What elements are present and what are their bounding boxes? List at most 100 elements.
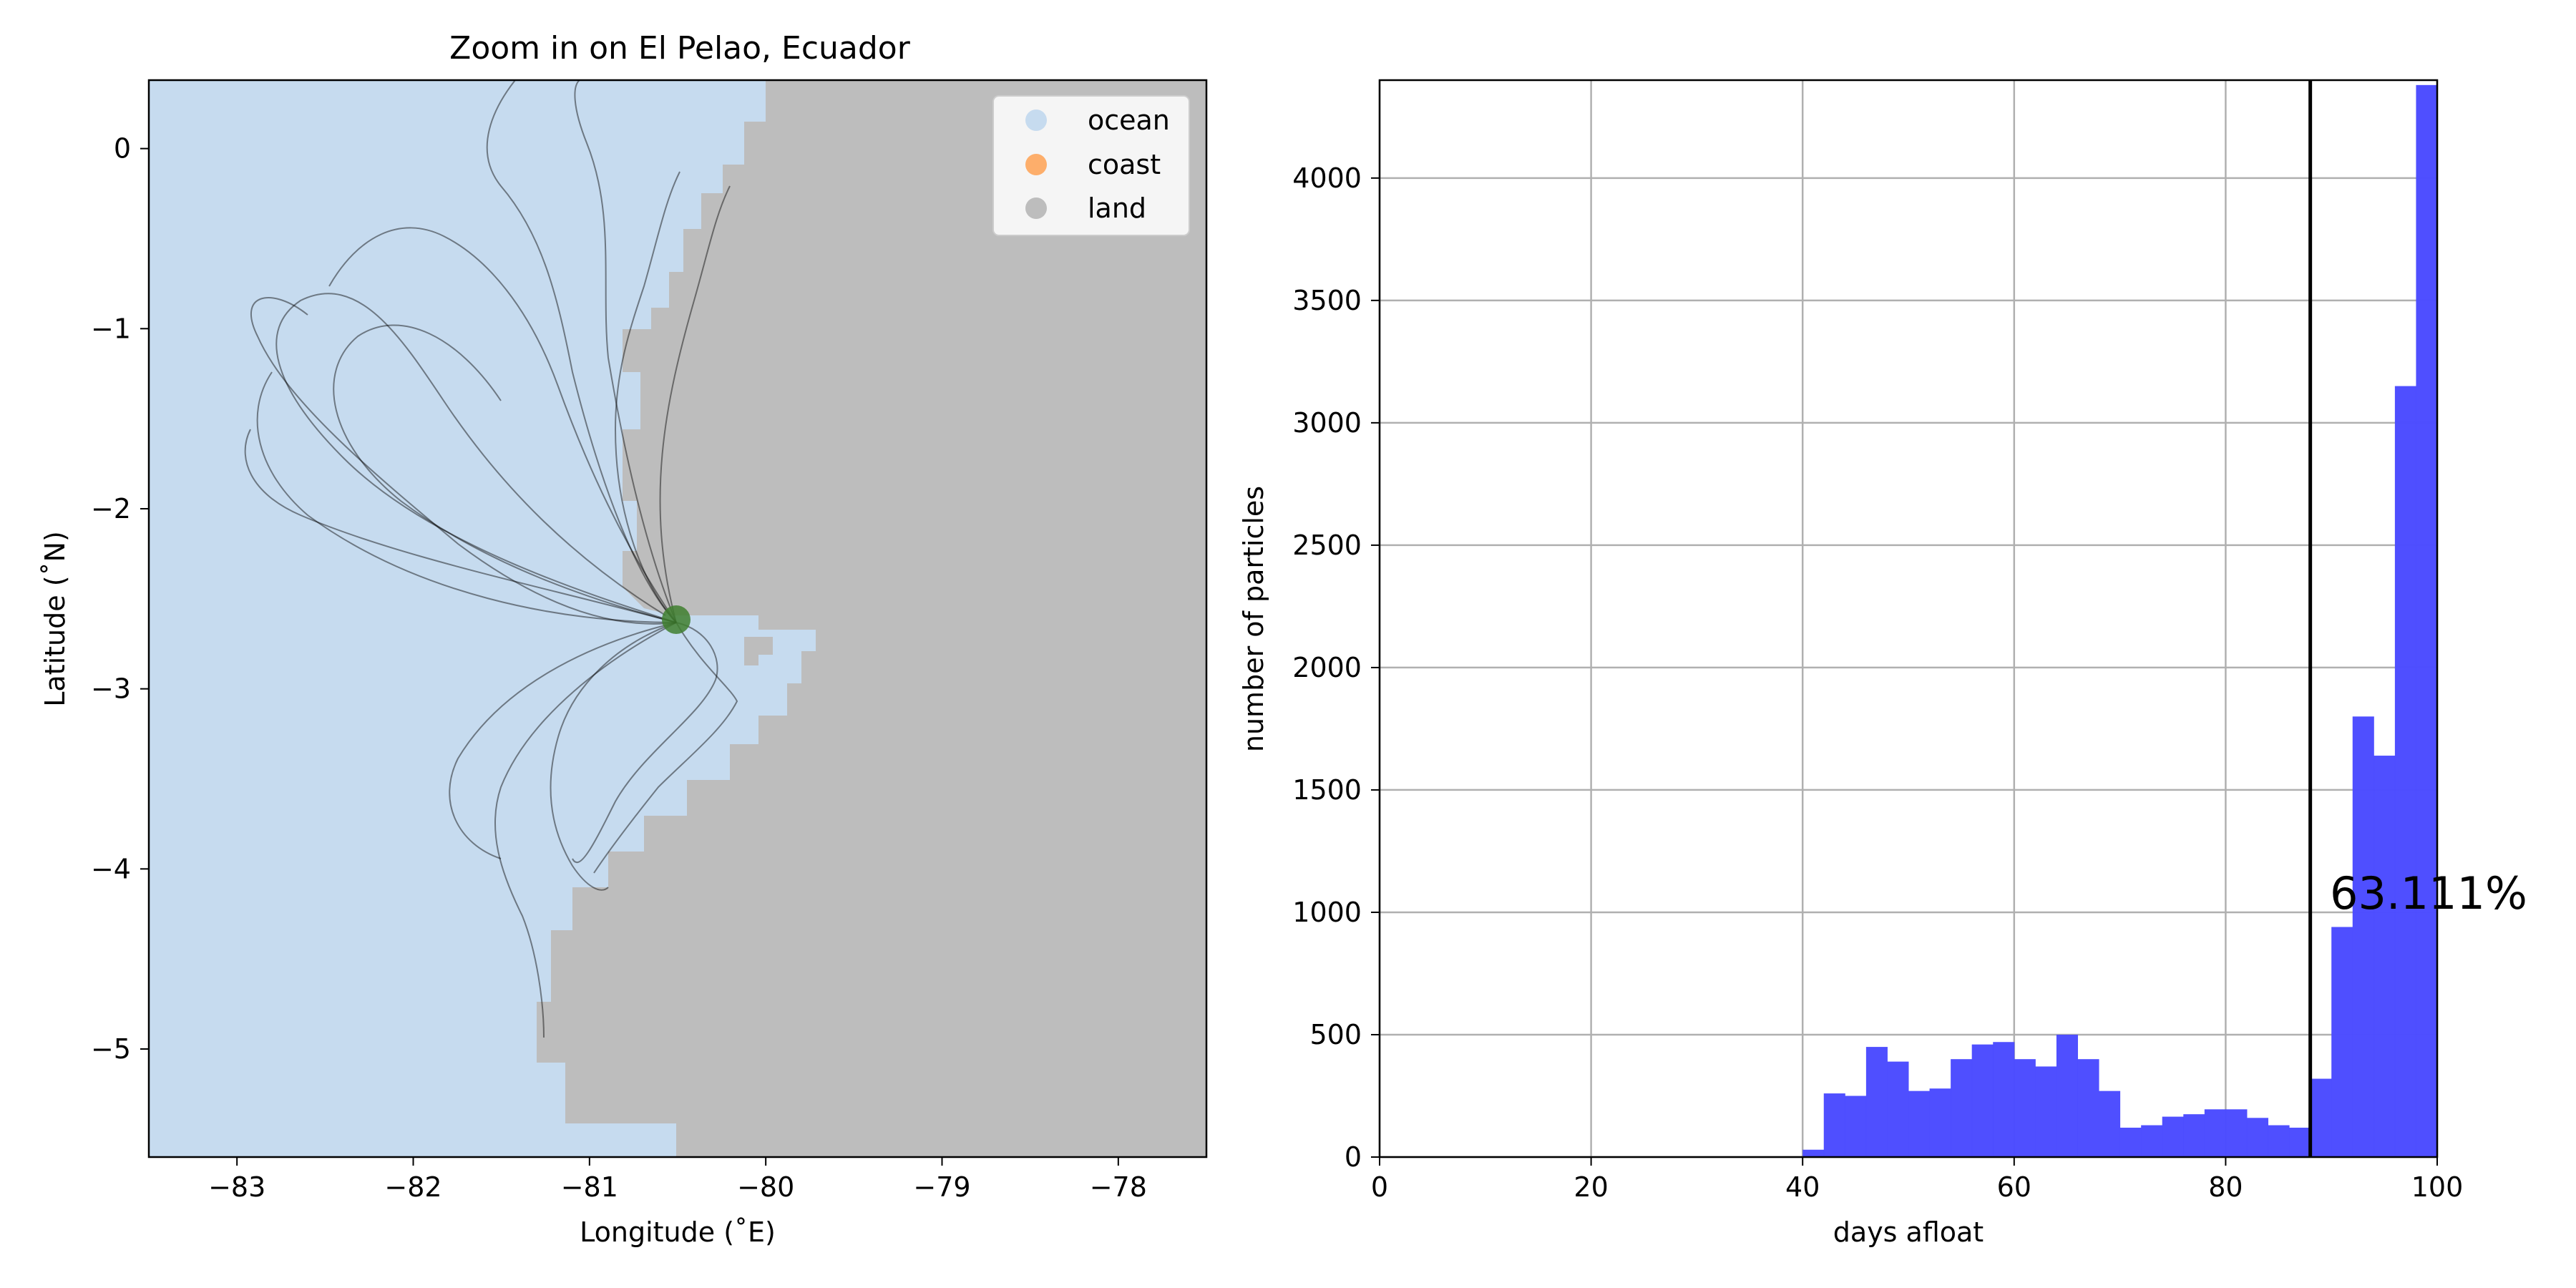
particle-track xyxy=(328,227,677,623)
map-x-tick-label: −78 xyxy=(1090,1171,1147,1203)
map-frame xyxy=(147,79,1208,1158)
release-site-marker xyxy=(662,605,691,634)
histogram-y-tick-label: 3500 xyxy=(1292,285,1362,316)
legend-coast-label: coast xyxy=(1088,149,1161,180)
particle-track xyxy=(572,622,718,864)
histogram-bar xyxy=(2246,1118,2269,1157)
map-x-tick-label: −80 xyxy=(737,1171,794,1203)
histogram-bar xyxy=(2416,84,2438,1157)
histogram-bar xyxy=(2331,927,2353,1157)
map-x-tick-label: −81 xyxy=(561,1171,618,1203)
histogram-y-tick-label: 2500 xyxy=(1292,530,1362,561)
map-xlabel: Longitude (˚E) xyxy=(580,1216,776,1248)
histogram-x-tick-label: 40 xyxy=(1785,1171,1820,1203)
map-x-tick-label: −79 xyxy=(913,1171,970,1203)
histogram-y-tick-label: 0 xyxy=(1345,1141,1362,1173)
particle-track xyxy=(659,185,731,623)
legend-land-swatch xyxy=(1025,197,1047,219)
histogram-bar xyxy=(1845,1096,1867,1157)
land-area xyxy=(537,80,1206,1157)
particle-track xyxy=(244,429,677,623)
map-ylabel: Latitude (˚N) xyxy=(39,531,71,707)
map-x-tick-label: −83 xyxy=(208,1171,265,1203)
particle-track xyxy=(333,324,677,623)
histogram-bar xyxy=(2225,1109,2248,1157)
map-y-tick-label: −4 xyxy=(91,853,131,884)
particle-track xyxy=(256,371,677,623)
histogram-frame xyxy=(1378,79,2439,1158)
histogram-bar xyxy=(2183,1114,2205,1157)
histogram-grid xyxy=(1378,80,2439,1158)
histogram-bar xyxy=(2014,1059,2036,1157)
map-y-tick-label: 0 xyxy=(114,133,131,165)
histogram-bar xyxy=(2099,1091,2121,1157)
particle-track xyxy=(550,622,677,891)
histogram-x-tick-label: 60 xyxy=(1997,1171,2031,1203)
histogram-bar xyxy=(2373,756,2396,1157)
particle-track xyxy=(449,622,677,859)
histogram-bar xyxy=(1802,1149,1825,1157)
histogram-bar xyxy=(1971,1044,1994,1157)
histogram-x-tick-label: 20 xyxy=(1574,1171,1608,1203)
histogram-bar xyxy=(2204,1109,2226,1157)
particle-track xyxy=(593,622,738,874)
histogram-x-tick-label: 100 xyxy=(2411,1171,2464,1203)
histogram-bar xyxy=(1823,1093,1845,1157)
histogram-bars xyxy=(1802,84,2438,1157)
histogram-y-tick-label: 3000 xyxy=(1292,407,1362,439)
map-legend: ocean coast land xyxy=(992,95,1190,236)
particle-track xyxy=(250,297,677,625)
histogram-bar xyxy=(1865,1047,1888,1157)
histogram-x-tick-label: 80 xyxy=(2208,1171,2243,1203)
histogram-y-tick-label: 2000 xyxy=(1292,652,1362,683)
particle-track xyxy=(486,80,677,623)
map-y-tick-label: −5 xyxy=(91,1033,131,1065)
map-title: Zoom in on El Pelao, Ecuador xyxy=(449,30,911,67)
particle-track xyxy=(614,171,680,623)
map-x-tick-label: −82 xyxy=(384,1171,441,1203)
histogram-y-tick-label: 500 xyxy=(1309,1019,1362,1050)
percent-annotation: 63.111% xyxy=(2330,867,2527,919)
histogram-xlabel: days afloat xyxy=(1833,1216,1984,1248)
histogram-bar xyxy=(1951,1059,1973,1157)
histogram-bar xyxy=(2394,386,2416,1157)
particle-track xyxy=(275,293,677,623)
histogram-bar xyxy=(2310,1078,2332,1157)
legend-ocean-swatch xyxy=(1025,109,1047,131)
histogram-x-ticks: 0 20 40 60 80 100 xyxy=(1371,1157,2463,1203)
histogram-bar xyxy=(2352,716,2374,1157)
land-patch xyxy=(744,637,773,665)
histogram-bar xyxy=(2289,1127,2311,1157)
map-y-tick-label: −3 xyxy=(91,673,131,705)
map-y-tick-label: −1 xyxy=(91,313,131,344)
histogram-panel: 0 20 40 60 80 100 0 500 1000 1500 2000 2500 3000 350… xyxy=(1238,79,2527,1248)
map-plot-area xyxy=(149,80,1206,1157)
histogram-bar xyxy=(2119,1127,2142,1157)
particle-track xyxy=(494,622,677,1038)
map-y-ticks: 0 −1 −2 −3 −4 −5 xyxy=(91,133,149,1065)
map-panel: Zoom in on El Pelao, Ecuador xyxy=(39,30,1208,1248)
histogram-bar xyxy=(2035,1066,2057,1157)
histogram-y-ticks: 0 500 1000 1500 2000 2500 3000 3500 4000 xyxy=(1292,162,1380,1173)
histogram-y-tick-label: 1000 xyxy=(1292,897,1362,928)
legend-coast-swatch xyxy=(1025,154,1047,175)
particle-tracks xyxy=(244,80,738,1038)
histogram-bar xyxy=(2077,1059,2099,1157)
histogram-bar xyxy=(1887,1061,1909,1157)
histogram-y-tick-label: 1500 xyxy=(1292,774,1362,806)
legend-ocean-label: ocean xyxy=(1088,104,1170,136)
histogram-y-tick-label: 4000 xyxy=(1292,162,1362,194)
histogram-ylabel: number of particles xyxy=(1238,486,1269,752)
histogram-bar xyxy=(1993,1042,2015,1157)
histogram-bar xyxy=(1929,1088,1951,1157)
histogram-bar xyxy=(2268,1125,2290,1157)
map-x-ticks: −83 −82 −81 −80 −79 −78 xyxy=(208,1157,1147,1203)
histogram-bar xyxy=(2056,1034,2078,1157)
map-y-tick-label: −2 xyxy=(91,493,131,525)
histogram-x-tick-label: 0 xyxy=(1371,1171,1388,1203)
histogram-bar xyxy=(2141,1125,2163,1157)
particle-track xyxy=(574,80,677,623)
histogram-bar xyxy=(2162,1116,2184,1157)
legend-land-label: land xyxy=(1088,192,1146,224)
